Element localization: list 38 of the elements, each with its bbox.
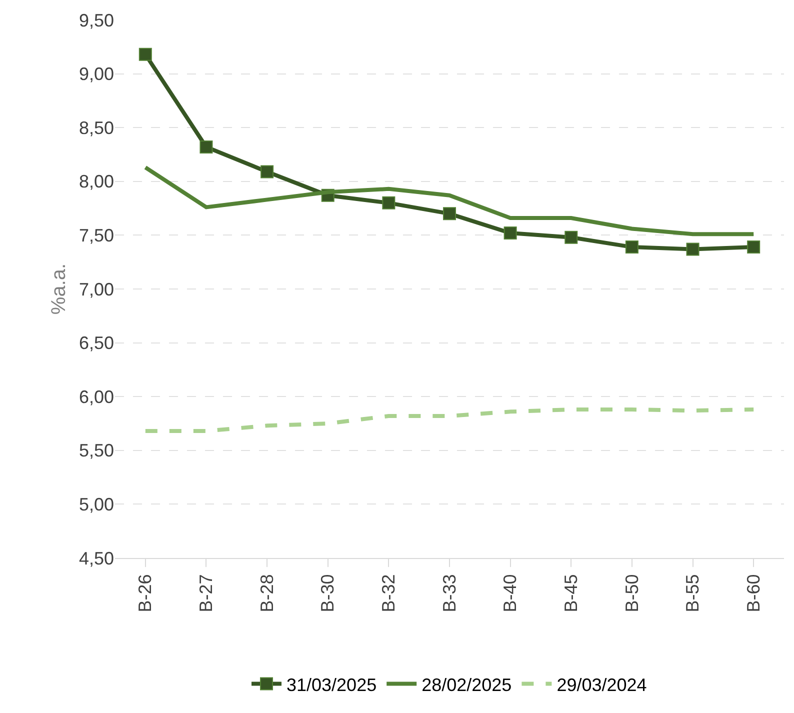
- point: [138, 48, 152, 61]
- x-tick-label: B-26: [135, 574, 156, 612]
- point: [443, 207, 456, 220]
- point: [382, 196, 396, 210]
- line-series: [143, 165, 756, 236]
- x-tick-label: B-45: [560, 574, 581, 612]
- legend-label: 29/03/2024: [556, 674, 647, 695]
- y-axis-title: %a.a.: [48, 263, 70, 315]
- legend-label: 28/02/2025: [422, 674, 512, 695]
- x-tick-label: B-32: [378, 574, 399, 612]
- x-tick-label: B-33: [439, 574, 460, 612]
- y-tick-label: 5,50: [78, 440, 114, 461]
- legend-label: 31/03/2025: [286, 674, 377, 695]
- point: [564, 230, 578, 244]
- point: [504, 226, 517, 240]
- y-tick-label: 6,00: [78, 386, 114, 407]
- y-tick-label: 4,50: [78, 548, 114, 568]
- point: [686, 242, 700, 256]
- point: [625, 240, 638, 254]
- point: [200, 140, 213, 154]
- y-tick-label: 8,00: [78, 172, 114, 192]
- x-tick-label: B-28: [256, 574, 277, 612]
- y-tick-label: 5,00: [78, 494, 114, 514]
- x-tick-label: B-40: [500, 574, 520, 612]
- y-tick-label: 9,00: [78, 64, 114, 84]
- x-tick-label: B-55: [682, 574, 703, 612]
- x-tick-label: B-50: [622, 574, 642, 612]
- y-tick-label: 8,50: [78, 118, 114, 138]
- y-tick-label: 7,00: [78, 279, 114, 300]
- point: [260, 165, 274, 178]
- x-tick-label: B-60: [743, 574, 764, 612]
- y-tick-label: 7,50: [78, 226, 114, 246]
- x-tick-label: B-30: [318, 574, 338, 612]
- x-tick-label: B-27: [196, 574, 216, 612]
- y-tick-label: 6,50: [78, 333, 114, 354]
- y-tick-label: 9,50: [78, 10, 114, 30]
- line-series: [143, 408, 756, 434]
- point: [747, 240, 760, 254]
